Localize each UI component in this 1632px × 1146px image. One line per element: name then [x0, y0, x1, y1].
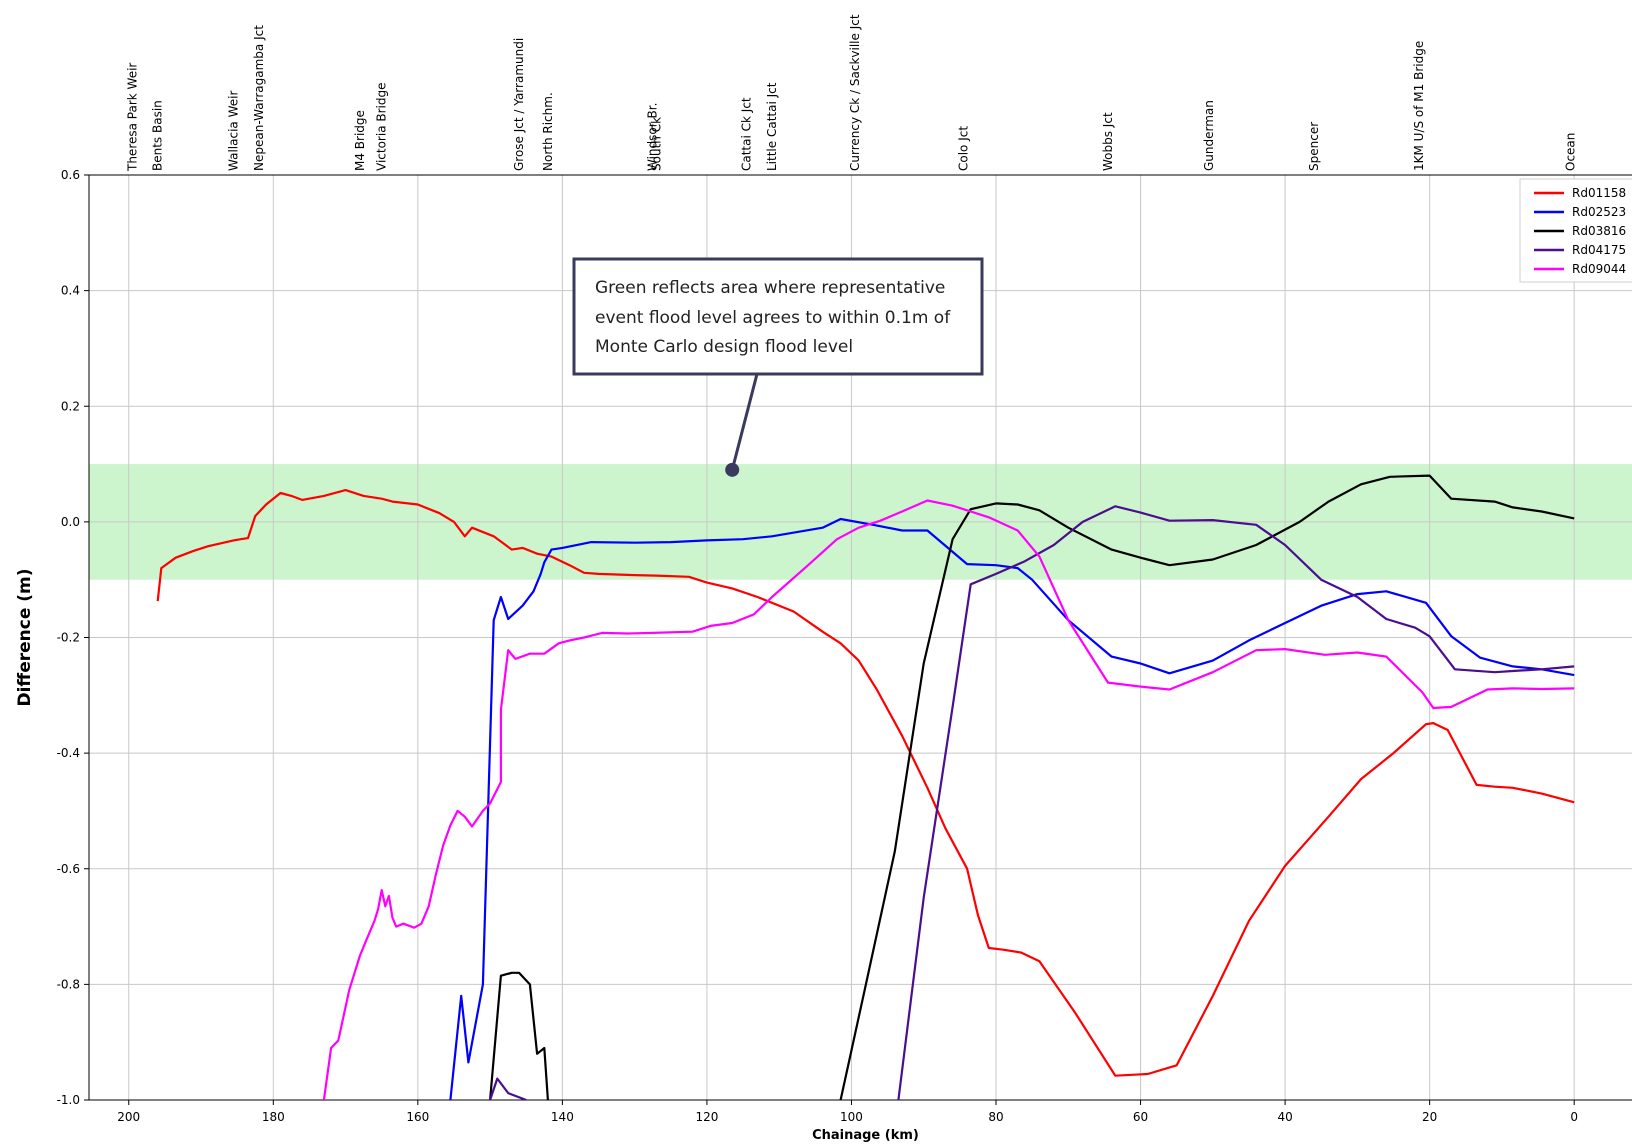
legend-label-rd01158: Rd01158	[1572, 186, 1626, 200]
x-tick-label: 160	[406, 1110, 429, 1124]
x-tick-label: 140	[551, 1110, 574, 1124]
annotation: Green reflects area where representative…	[572, 257, 984, 477]
series-line-rd04175	[897, 505, 1575, 1100]
location-label: Colo Jct	[956, 126, 970, 171]
y-tick-labels: 0.6 0.4 0.2 0.0 -0.2 -0.4 -0.6 -0.8 -1.0	[57, 168, 80, 1107]
legend-label-rd09044: Rd09044	[1572, 262, 1626, 276]
location-label: Wallacia Weir	[227, 91, 241, 171]
x-tick-labels: 200 180 160 140 120 100 80 60 40 20 0	[117, 1110, 1578, 1124]
y-axis-label: Difference (m)	[15, 568, 35, 706]
annotation-pointer	[730, 373, 759, 471]
series-line-rd02523	[449, 517, 1575, 1100]
y-tick-label: -1.0	[57, 1093, 80, 1107]
legend: Rd01158 Rd02523 Rd03816 Rd04175 Rd09044	[1519, 178, 1632, 283]
location-label: Cattai Ck Jct	[740, 97, 754, 171]
plot-frame	[88, 174, 1632, 1101]
y-tick-label: 0.4	[61, 284, 80, 298]
location-label: M4 Bridge	[353, 110, 367, 171]
location-label: Windsor Br.	[646, 103, 660, 171]
x-tick-label: 180	[262, 1110, 285, 1124]
series-line-rd01158	[156, 489, 1575, 1077]
location-label: South Ck	[649, 117, 663, 171]
x-tick-label: 120	[695, 1110, 718, 1124]
annotation-point	[725, 462, 740, 477]
annotation-line-1: Green reflects area where representative	[595, 278, 945, 298]
series-line-rd04175	[489, 1077, 527, 1100]
location-labels: Theresa Park Weir Bents Basin Wallacia Wei…	[125, 14, 1577, 172]
x-tick-label: 200	[117, 1110, 140, 1124]
location-label: Little Cattai Jct	[765, 82, 779, 171]
location-label: Ocean	[1564, 133, 1578, 171]
y-tick-label: -0.8	[57, 977, 80, 991]
x-tick-label: 20	[1422, 1110, 1437, 1124]
x-tick-label: 40	[1277, 1110, 1292, 1124]
series-layer	[156, 474, 1575, 1100]
y-tick-label: -0.6	[57, 862, 80, 876]
x-tick-label: 0	[1570, 1110, 1578, 1124]
annotation-line-3: Monte Carlo design flood level	[595, 337, 853, 357]
y-tick-label: 0.2	[61, 399, 80, 413]
location-label: Currency Ck / Sackville Jct	[848, 14, 862, 171]
annotation-line-2: event flood level agrees to within 0.1m …	[595, 308, 951, 328]
y-tick-label: -0.4	[57, 746, 80, 760]
location-label: Spencer	[1307, 122, 1321, 171]
annotation-box	[572, 257, 984, 376]
location-label: Nepean-Warragamba Jct	[252, 25, 266, 171]
location-label: Wobbs Jct	[1101, 112, 1115, 171]
location-label: 1KM U/S of M1 Bridge	[1412, 41, 1426, 171]
series-line-rd03816	[839, 474, 1575, 1100]
location-label: North Richm.	[541, 92, 555, 171]
y-tick-label: -0.2	[57, 631, 80, 645]
y-tick-label: 0.0	[61, 515, 80, 529]
location-label: Bents Basin	[151, 100, 165, 171]
legend-label-rd04175: Rd04175	[1572, 243, 1626, 257]
series-line-rd09044	[322, 499, 1575, 1100]
location-label: Victoria Bridge	[375, 83, 389, 171]
x-axis-label: Chainage (km)	[812, 1128, 919, 1143]
x-tick-label: 100	[840, 1110, 863, 1124]
legend-label-rd02523: Rd02523	[1572, 205, 1626, 219]
legend-label-rd03816: Rd03816	[1572, 224, 1626, 238]
x-tick-label: 80	[988, 1110, 1003, 1124]
location-label: Grose Jct / Yarramundi	[512, 38, 526, 171]
series-line-rd03816	[489, 971, 549, 1100]
y-tick-label: 0.6	[61, 168, 80, 182]
location-label: Gunderman	[1202, 100, 1216, 171]
location-label: Theresa Park Weir	[125, 63, 139, 172]
x-tick-label: 60	[1133, 1110, 1148, 1124]
